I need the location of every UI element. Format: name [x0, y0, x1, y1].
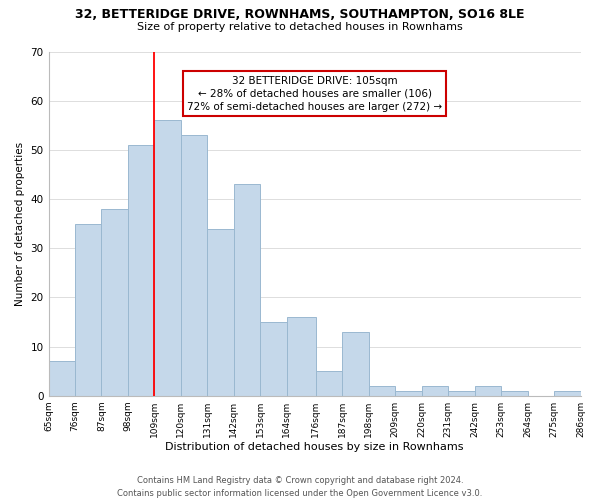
Bar [101, 209, 128, 396]
Bar [342, 332, 368, 396]
Bar [395, 391, 422, 396]
Bar [475, 386, 501, 396]
Bar [316, 371, 342, 396]
Bar [554, 391, 581, 396]
Bar [448, 391, 475, 396]
Text: Size of property relative to detached houses in Rownhams: Size of property relative to detached ho… [137, 22, 463, 32]
Bar [234, 184, 260, 396]
X-axis label: Distribution of detached houses by size in Rownhams: Distribution of detached houses by size … [165, 442, 464, 452]
Text: 32, BETTERIDGE DRIVE, ROWNHAMS, SOUTHAMPTON, SO16 8LE: 32, BETTERIDGE DRIVE, ROWNHAMS, SOUTHAMP… [75, 8, 525, 20]
Bar [49, 362, 75, 396]
Y-axis label: Number of detached properties: Number of detached properties [15, 142, 25, 306]
Bar [181, 135, 208, 396]
Bar [422, 386, 448, 396]
Bar [287, 317, 316, 396]
Bar [501, 391, 527, 396]
Bar [368, 386, 395, 396]
Text: 32 BETTERIDGE DRIVE: 105sqm
← 28% of detached houses are smaller (106)
72% of se: 32 BETTERIDGE DRIVE: 105sqm ← 28% of det… [187, 76, 442, 112]
Bar [154, 120, 181, 396]
Text: Contains HM Land Registry data © Crown copyright and database right 2024.
Contai: Contains HM Land Registry data © Crown c… [118, 476, 482, 498]
Bar [260, 322, 287, 396]
Bar [208, 228, 234, 396]
Bar [75, 224, 101, 396]
Bar [128, 145, 154, 396]
